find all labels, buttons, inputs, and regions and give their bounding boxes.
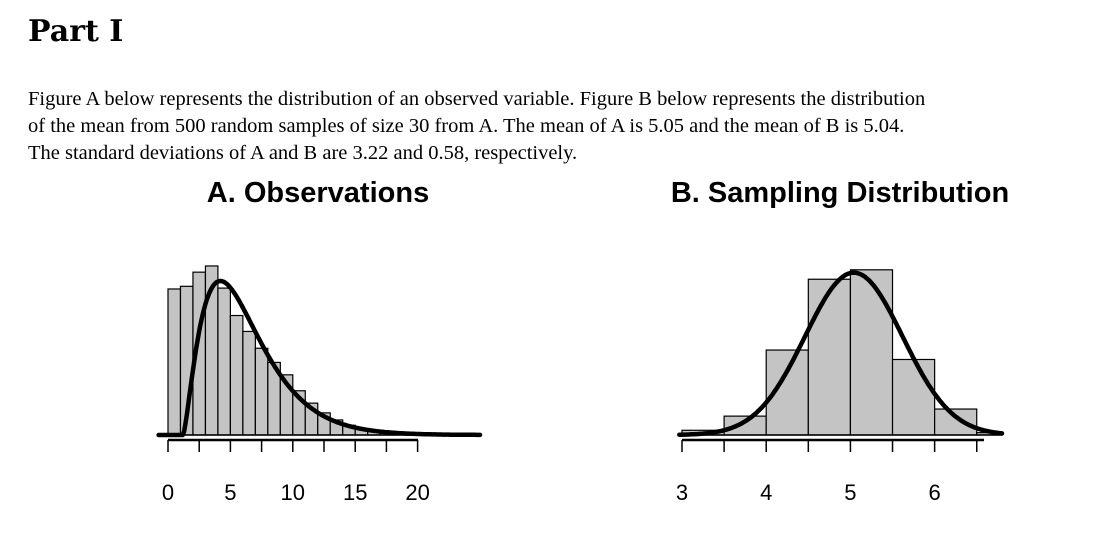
chart-b-bar bbox=[849, 269, 894, 436]
chart-a-tick-label: 0 bbox=[162, 480, 174, 505]
chart-b-bar bbox=[934, 408, 978, 436]
chart-a-tick-label: 5 bbox=[224, 480, 236, 505]
chart-b: B. Sampling Distribution 3 4 5 6 bbox=[671, 177, 1009, 505]
chart-a-density-curve bbox=[156, 278, 483, 438]
chart-a-title: A. Observations bbox=[207, 177, 429, 209]
chart-a-bars bbox=[167, 265, 481, 436]
chart-a-bar bbox=[254, 347, 269, 436]
chart-a-bar bbox=[167, 288, 182, 436]
intro-line-3: The standard deviations of A and B are 3… bbox=[28, 142, 578, 164]
chart-a-tick-label: 10 bbox=[281, 480, 305, 505]
chart-a: A. Observations 0 5 10 15 20 bbox=[156, 177, 483, 505]
intro-paragraph: Figure A below represents the distributi… bbox=[28, 86, 1088, 167]
chart-b-tick-label: 6 bbox=[929, 480, 941, 505]
chart-b-bars bbox=[681, 269, 1003, 436]
chart-b-tick-label: 4 bbox=[760, 480, 772, 505]
chart-a-tick-label: 15 bbox=[343, 480, 367, 505]
page-title: Part I bbox=[28, 14, 124, 49]
chart-b-title: B. Sampling Distribution bbox=[671, 177, 1009, 209]
chart-b-bar bbox=[807, 278, 852, 436]
chart-b-normal-curve bbox=[677, 270, 1005, 437]
chart-a-x-axis: 0 5 10 15 20 bbox=[162, 434, 480, 505]
chart-a-bar bbox=[217, 287, 231, 436]
chart-a-tick-label: 20 bbox=[405, 480, 429, 505]
chart-a-bar bbox=[229, 314, 244, 436]
chart-b-x-axis: 3 4 5 6 bbox=[676, 434, 1002, 505]
intro-line-2: of the mean from 500 random samples of s… bbox=[28, 115, 905, 137]
chart-a-bar bbox=[242, 330, 256, 436]
chart-b-bar bbox=[891, 358, 936, 436]
intro-line-1: Figure A below represents the distributi… bbox=[28, 88, 926, 110]
chart-b-tick-label: 5 bbox=[844, 480, 856, 505]
chart-b-tick-label: 3 bbox=[676, 480, 688, 505]
